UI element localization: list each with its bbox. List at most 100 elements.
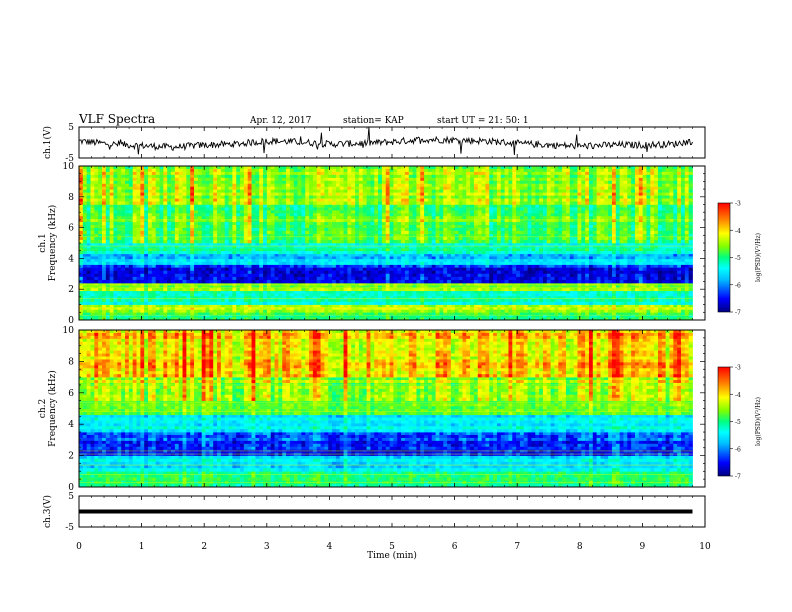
spectrogram-cell [117, 285, 122, 289]
spectrogram-cell [661, 251, 667, 255]
spectrogram-cell [654, 259, 659, 263]
spectrogram-cell [205, 279, 210, 284]
spectrogram-cell [688, 279, 693, 284]
spectrogram-cell [500, 304, 505, 308]
spectrogram-cell [577, 236, 582, 241]
spectrogram-cell [646, 304, 651, 308]
spectrogram-cell [420, 312, 425, 316]
spectrogram-cell [251, 248, 256, 252]
spectrogram-cell [132, 264, 137, 268]
spectrogram-cell [301, 233, 306, 238]
spectrogram-cell [439, 279, 444, 284]
spectrogram-cell [504, 293, 509, 297]
spectrogram-cell [286, 245, 291, 249]
spectrogram-cell [646, 301, 651, 305]
spectrogram-cell [243, 293, 249, 297]
spectrogram-cell [646, 259, 651, 263]
spectrogram-cell [305, 243, 310, 246]
spectrogram-cell [282, 239, 287, 244]
spectrogram-cell [343, 264, 348, 268]
spectrogram-cell [224, 312, 229, 316]
spectrogram-cell [638, 261, 644, 265]
spectrogram-cell [109, 301, 114, 305]
spectrogram-cell [447, 276, 452, 281]
spectrogram-cell [136, 236, 141, 241]
spectrogram-cell [684, 304, 690, 308]
spectrogram-cell [263, 314, 268, 318]
spectrogram-cell [404, 312, 410, 316]
spectrogram-cell [217, 236, 222, 241]
spectrogram-cell [435, 276, 440, 281]
spectrogram-cell [82, 293, 88, 297]
spectrogram-cell [623, 264, 628, 268]
spectrogram-cell [447, 293, 452, 297]
spectrogram-cell [297, 276, 302, 281]
spectrogram-cell [642, 236, 647, 241]
spectrogram-cell [309, 261, 314, 265]
spectrogram-cell [94, 288, 99, 292]
spectrogram-cell [240, 304, 245, 308]
spectrogram-cell [473, 273, 479, 278]
spectrogram-cell [646, 314, 651, 318]
spectrogram-cell [328, 299, 333, 303]
spectrogram-cell [278, 314, 283, 318]
spectrogram-cell [301, 296, 306, 300]
spectrogram-cell [259, 256, 264, 260]
spectrogram-cell [343, 245, 348, 249]
spectrogram-cell [661, 293, 667, 297]
spectrogram-cell [263, 276, 268, 281]
spectrogram-cell [600, 248, 605, 252]
spectrogram-cell [654, 253, 659, 257]
spectrogram-cell [209, 256, 214, 260]
spectrogram-cell [473, 279, 479, 284]
spectrogram-cell [650, 309, 655, 313]
spectrogram-cell [650, 236, 655, 241]
spectrogram-cell [688, 233, 693, 238]
spectrogram-cell [90, 276, 95, 281]
spectrogram-cell [673, 259, 678, 263]
spectrogram-cell [144, 267, 149, 272]
spectrogram-cell [178, 293, 183, 297]
spectrogram-cell [274, 245, 279, 249]
spectrogram-cell [301, 312, 306, 316]
spectrogram-cell [282, 279, 287, 284]
spectrogram-cell [102, 245, 107, 249]
spectrogram-cell [527, 273, 532, 278]
spectrogram-cell [351, 264, 356, 268]
spectrogram-cell [462, 259, 467, 263]
spectrogram-cell [473, 245, 479, 249]
spectrogram-cell [259, 248, 264, 252]
spectrogram-cell [324, 301, 329, 305]
spectrogram-cell [565, 236, 571, 241]
spectrogram-cell [562, 270, 567, 275]
spectrogram-cell [642, 259, 647, 263]
spectrogram-cell [454, 233, 459, 238]
spectrogram-cell [684, 248, 690, 252]
spectrogram-cell [424, 293, 429, 297]
spectrogram-cell [255, 301, 260, 305]
spectrogram-cell [661, 267, 667, 272]
spectrogram-cell [439, 293, 444, 297]
spectrogram-cell [527, 299, 532, 303]
spectrogram-cell [470, 301, 475, 305]
spectrogram-cell [634, 290, 640, 294]
spectrogram-cell [493, 312, 498, 316]
spectrogram-cell [293, 270, 298, 275]
spectrogram-cell [535, 290, 540, 294]
spectrogram-cell [470, 314, 475, 318]
spectrogram-cell [274, 270, 279, 275]
spectrogram-cell [205, 270, 210, 275]
spectrogram-cell [247, 301, 252, 305]
spectrogram-cell [332, 293, 337, 297]
spectrogram-cell [577, 253, 582, 257]
spectrogram-cell [247, 264, 252, 268]
spectrogram-cell [79, 273, 84, 278]
spectrogram-cell [278, 259, 283, 263]
spectrogram-cell [588, 279, 594, 284]
spectrogram-cell [105, 290, 111, 294]
spectrogram-cell [366, 296, 371, 300]
spectrogram-cell [213, 273, 218, 278]
spectrogram-cell [286, 270, 291, 275]
spectrogram-cell [596, 276, 601, 281]
